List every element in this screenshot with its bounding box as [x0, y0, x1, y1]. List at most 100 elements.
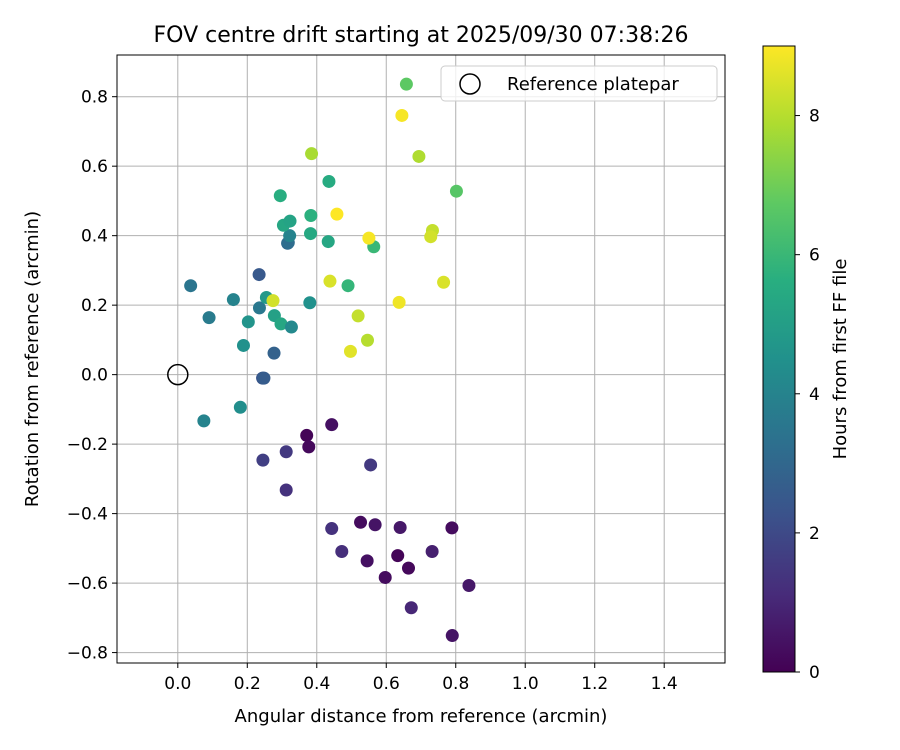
data-point: [392, 295, 406, 309]
colorbar: 0 2 4 6 8 Hours from first FF file: [762, 45, 851, 683]
plot-frame: [116, 54, 726, 664]
data-point: [233, 400, 247, 414]
colorbar-label: Hours from first FF file: [830, 259, 851, 460]
colorbar-tick-label: 4: [809, 385, 820, 405]
data-point: [325, 418, 339, 432]
data-point: [303, 296, 317, 310]
chart-title: FOV centre drift starting at 2025/09/30 …: [154, 23, 689, 48]
y-axis-ticks: −0.8 −0.6 −0.4 −0.2 0.0 0.2 0.4 0.6 0.8: [67, 88, 117, 664]
y-tick-label: 0.0: [81, 366, 108, 386]
data-point: [236, 338, 250, 352]
legend-reference-marker: [459, 73, 481, 95]
data-point: [284, 320, 298, 334]
data-point: [283, 214, 297, 228]
data-point: [395, 108, 409, 122]
y-tick-label: −0.2: [67, 435, 108, 455]
data-point: [378, 571, 392, 585]
x-tick-label: 0.2: [234, 674, 261, 694]
plot-area: [117, 55, 725, 663]
data-point: [273, 189, 287, 203]
data-point: [404, 601, 418, 615]
legend-entry-label: Reference platepar: [507, 74, 679, 95]
data-point: [304, 227, 318, 241]
data-point: [437, 275, 451, 289]
data-point: [302, 440, 316, 454]
data-point: [197, 414, 211, 428]
y-tick-label: 0.6: [81, 157, 108, 177]
data-point: [335, 544, 349, 558]
data-point: [300, 428, 314, 442]
colorbar-ticks: 0 2 4 6 8: [795, 107, 820, 683]
data-point: [252, 301, 266, 315]
data-point: [279, 445, 293, 459]
data-point: [283, 229, 297, 243]
y-tick-label: 0.4: [81, 227, 108, 247]
data-point: [449, 184, 463, 198]
data-point: [364, 458, 378, 472]
data-point: [362, 231, 376, 245]
data-point: [274, 317, 288, 331]
x-axis-ticks: 0.0 0.2 0.4 0.6 0.8 1.0 1.2 1.4: [164, 663, 678, 694]
x-axis-label: Angular distance from reference (arcmin): [235, 706, 608, 727]
data-point: [399, 77, 413, 91]
data-point: [241, 315, 255, 329]
y-tick-label: 0.2: [81, 296, 108, 316]
colorbar-tick-label: 6: [809, 246, 820, 266]
data-point: [330, 207, 344, 221]
colorbar-gradient: [762, 45, 796, 673]
data-point: [401, 561, 415, 575]
data-point: [252, 268, 266, 282]
colorbar-tick-label: 8: [809, 107, 820, 127]
data-point: [323, 274, 337, 288]
data-points: [184, 77, 476, 643]
reference-platepar-marker: [167, 363, 189, 386]
y-tick-label: −0.6: [67, 574, 108, 594]
data-point: [343, 344, 357, 358]
data-point: [325, 522, 339, 536]
data-point: [412, 149, 426, 163]
legend: Reference platepar: [440, 65, 718, 102]
x-tick-label: 0.8: [442, 674, 469, 694]
data-point: [393, 521, 407, 535]
data-point: [351, 309, 365, 323]
data-point: [304, 209, 318, 223]
y-tick-label: 0.8: [81, 88, 108, 108]
legend-box: [440, 65, 718, 102]
data-point: [360, 554, 374, 568]
data-point: [257, 371, 271, 385]
data-point: [305, 147, 319, 161]
data-point: [322, 174, 336, 188]
data-point: [445, 521, 459, 535]
data-point: [266, 294, 280, 308]
data-point: [184, 279, 198, 293]
colorbar-tick-label: 0: [809, 663, 820, 683]
y-tick-label: −0.4: [67, 505, 108, 525]
data-point: [391, 549, 405, 563]
data-point: [256, 453, 270, 467]
data-point: [445, 629, 459, 643]
x-tick-label: 0.4: [303, 674, 330, 694]
data-point: [424, 230, 438, 244]
y-axis-label: Rotation from reference (arcmin): [22, 211, 43, 507]
x-tick-label: 1.0: [512, 674, 539, 694]
data-point: [462, 579, 476, 593]
x-tick-label: 0.0: [164, 674, 191, 694]
x-tick-label: 1.4: [651, 674, 678, 694]
data-point: [354, 515, 368, 529]
y-gridlines: [117, 96, 725, 654]
y-tick-label: −0.8: [67, 644, 108, 664]
x-tick-label: 1.2: [581, 674, 608, 694]
data-point: [202, 311, 216, 325]
data-point: [267, 346, 281, 360]
data-point: [321, 235, 335, 249]
data-point: [279, 483, 293, 497]
reference-marker-group: [167, 363, 189, 386]
data-point: [226, 293, 240, 307]
data-point: [368, 518, 382, 532]
colorbar-tick-label: 2: [809, 524, 820, 544]
data-point: [425, 544, 439, 558]
x-tick-label: 0.6: [373, 674, 400, 694]
data-point: [360, 333, 374, 347]
data-point: [341, 279, 355, 293]
